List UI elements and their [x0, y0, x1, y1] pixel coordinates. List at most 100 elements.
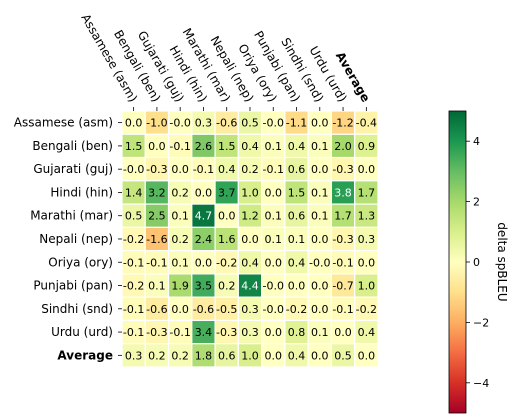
cell-value-label: -1.1	[286, 117, 307, 130]
cell-value-label: 0.2	[171, 233, 189, 246]
cell-value-label: -0.1	[123, 303, 144, 316]
cell-value-label: 1.5	[288, 186, 306, 199]
cell-value-label: 0.0	[241, 233, 259, 246]
cell-value-label: 0.8	[288, 326, 306, 339]
cell-value-label: -0.3	[216, 326, 237, 339]
cell-value-label: 0.1	[311, 186, 329, 199]
colorbar-tick-label: −2	[473, 316, 489, 329]
cell-value-label: 0.0	[311, 349, 329, 362]
cell-value-label: 1.9	[171, 280, 189, 293]
cell-value-label: 0.3	[358, 233, 376, 246]
cell-value-label: 1.5	[125, 140, 143, 153]
cell-value-label: 0.0	[358, 349, 376, 362]
cell-value-label: 0.0	[311, 303, 329, 316]
cell-value-label: 1.4	[125, 186, 143, 199]
cell-value-label: 0.0	[265, 326, 283, 339]
row-label: Nepali (nep)	[39, 232, 113, 246]
cell-value-label: -0.2	[123, 233, 144, 246]
cell-value-labels: 0.0 -1.0 -0.0 0.3 -0.6 0.5 -0.0 -1.1 0.0 -1.2 -0.4…	[123, 117, 377, 363]
cell-value-label: 3.8	[334, 186, 352, 199]
row-label: Sindhi (snd)	[41, 302, 113, 316]
cell-value-label: -0.1	[123, 256, 144, 269]
cell-value-label: 0.2	[218, 280, 236, 293]
cell-value-label: 4.7	[195, 210, 213, 223]
cell-value-label: 0.3	[241, 326, 259, 339]
cell-value-label: -0.0	[263, 303, 284, 316]
cell-value-label: 0.1	[171, 210, 189, 223]
cell-value-label: 0.0	[288, 280, 306, 293]
cell-value-label: 0.0	[171, 303, 189, 316]
cell-value-label: -0.3	[146, 163, 167, 176]
cell-value-label: 0.4	[241, 256, 259, 269]
cell-value-label: -0.4	[356, 117, 377, 130]
cell-value-label: 3.4	[195, 326, 213, 339]
cell-value-label: 0.0	[218, 210, 236, 223]
row-label: Gujarati (guj)	[33, 162, 113, 176]
cell-value-label: -0.2	[123, 280, 144, 293]
cell-value-label: 2.6	[195, 140, 213, 153]
cell-value-label: 0.3	[125, 349, 143, 362]
cell-value-label: 0.1	[171, 256, 189, 269]
row-label: Punjabi (pan)	[33, 279, 113, 293]
cell-value-label: 0.0	[311, 280, 329, 293]
cell-value-label: 0.4	[218, 163, 236, 176]
cell-value-label: 1.8	[195, 349, 213, 362]
cell-value-label: 3.7	[218, 186, 236, 199]
cell-value-label: 0.1	[288, 233, 306, 246]
cell-value-label: 0.6	[288, 163, 306, 176]
cell-value-label: -1.6	[146, 233, 167, 246]
cell-value-label: -0.6	[216, 117, 237, 130]
cell-value-label: 0.0	[311, 233, 329, 246]
row-label: Hindi (hin)	[50, 185, 113, 199]
cell-value-label: 0.3	[195, 117, 213, 130]
cell-value-label: 1.0	[241, 349, 259, 362]
cell-value-label: 0.0	[265, 349, 283, 362]
row-label: Bengali (ben)	[32, 139, 113, 153]
cell-value-label: 0.1	[265, 233, 283, 246]
cell-value-label: -1.2	[332, 117, 353, 130]
cell-value-label: 0.4	[241, 140, 259, 153]
cell-value-label: -1.0	[146, 117, 167, 130]
cell-value-label: 0.5	[241, 117, 259, 130]
cell-value-label: 0.1	[265, 140, 283, 153]
cell-value-label: 0.0	[358, 256, 376, 269]
row-label: Assamese (asm)	[14, 116, 113, 130]
cell-value-label: 1.5	[218, 140, 236, 153]
cell-value-label: 0.2	[148, 349, 166, 362]
cell-value-label: -0.1	[332, 256, 353, 269]
colorbar-ticks: −4 −2 0 2 4	[466, 135, 489, 390]
cell-value-label: -0.3	[332, 233, 353, 246]
cell-value-label: 2.5	[148, 210, 166, 223]
cell-value-label: 0.2	[241, 163, 259, 176]
cell-value-label: -0.6	[193, 303, 214, 316]
cell-value-label: -0.0	[263, 117, 284, 130]
cell-value-label: 0.2	[171, 349, 189, 362]
colorbar-tick-label: 2	[473, 196, 480, 209]
cell-value-label: -0.1	[263, 163, 284, 176]
cell-value-label: 0.0	[195, 186, 213, 199]
cell-value-label: -0.2	[286, 303, 307, 316]
cell-value-label: -0.2	[216, 256, 237, 269]
cell-value-label: 0.4	[358, 326, 376, 339]
cell-value-label: 0.1	[311, 210, 329, 223]
cell-value-label: 0.0	[265, 186, 283, 199]
column-labels: Assamese (asm)Bengali (ben)Gujarati (guj…	[78, 12, 373, 111]
cell-value-label: 0.0	[265, 256, 283, 269]
cell-value-label: 0.0	[311, 117, 329, 130]
row-label: Oriya (ory)	[48, 255, 113, 269]
cell-value-label: -0.1	[169, 140, 190, 153]
cell-value-label: 0.6	[288, 210, 306, 223]
cell-value-label: 1.3	[358, 210, 376, 223]
cell-value-label: 0.0	[195, 256, 213, 269]
row-label: Urdu (urd)	[51, 325, 113, 339]
cell-value-label: 0.1	[265, 210, 283, 223]
cell-value-label: 0.5	[334, 349, 352, 362]
cell-value-label: -0.3	[332, 163, 353, 176]
row-label: Marathi (mar)	[30, 209, 113, 223]
cell-value-label: 0.4	[288, 140, 306, 153]
cell-value-label: -0.1	[146, 256, 167, 269]
cell-value-label: -0.3	[146, 326, 167, 339]
cell-value-label: 3.2	[148, 186, 166, 199]
cell-value-label: 0.9	[358, 140, 376, 153]
